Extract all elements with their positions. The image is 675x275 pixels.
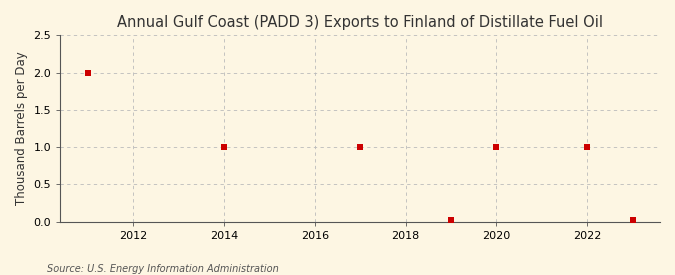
Text: Source: U.S. Energy Information Administration: Source: U.S. Energy Information Administ… [47, 264, 279, 274]
Point [627, 218, 638, 222]
Point [491, 145, 502, 149]
Point [219, 145, 230, 149]
Title: Annual Gulf Coast (PADD 3) Exports to Finland of Distillate Fuel Oil: Annual Gulf Coast (PADD 3) Exports to Fi… [117, 15, 603, 30]
Point [355, 145, 366, 149]
Point [446, 218, 456, 222]
Y-axis label: Thousand Barrels per Day: Thousand Barrels per Day [15, 52, 28, 205]
Point [82, 70, 93, 75]
Point [582, 145, 593, 149]
